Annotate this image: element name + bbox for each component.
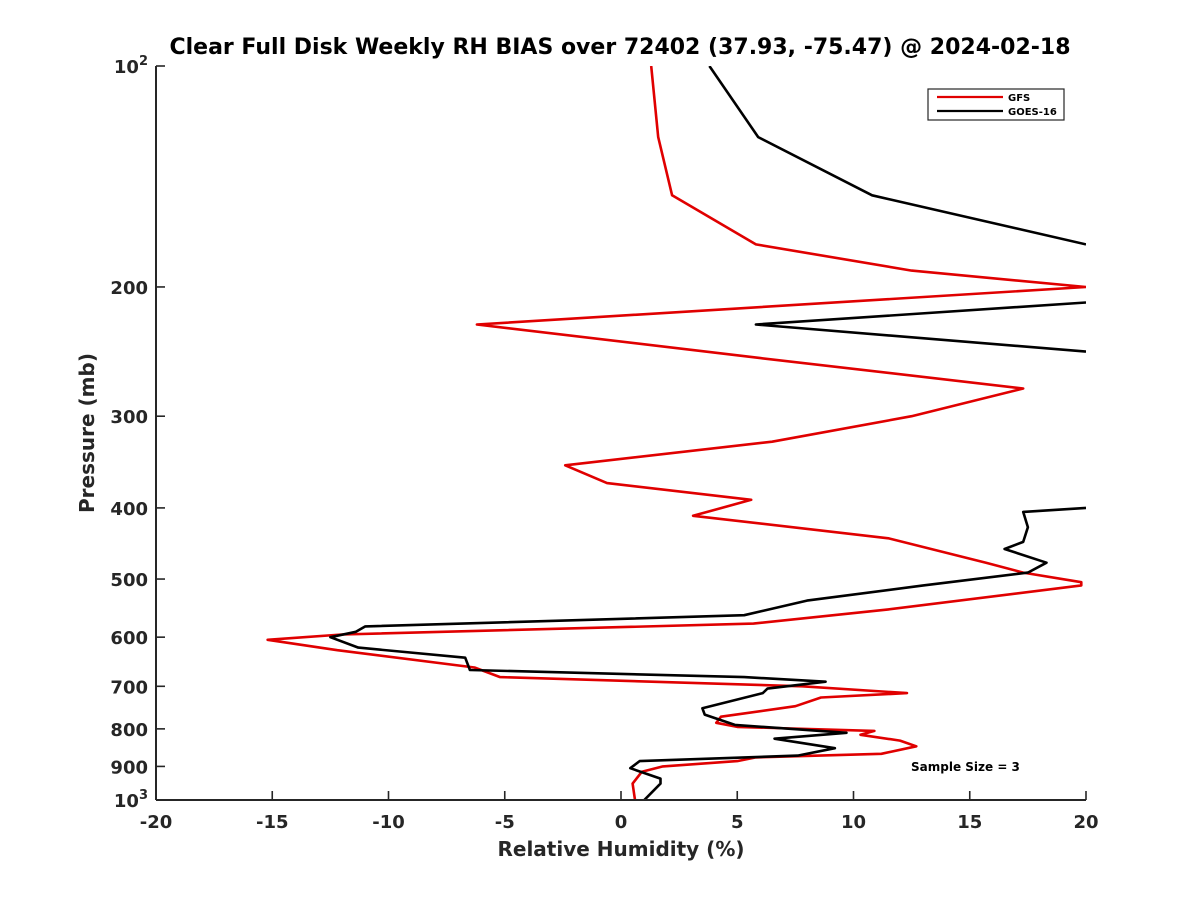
- y-tick-label: 800: [110, 720, 148, 741]
- y-tick-label: 600: [110, 628, 148, 649]
- y-tick-label: 300: [110, 407, 148, 428]
- x-tick-label: -20: [140, 812, 173, 833]
- plot-area: -20 -15 -10 -5 0 5 10 15 20 102 200 300 400 500 600 700…: [110, 54, 1098, 833]
- series-layer: [266, 66, 1086, 800]
- y-tick-label: 500: [110, 570, 148, 591]
- x-tick-label: 0: [615, 812, 628, 833]
- sample-size-annotation: Sample Size = 3: [911, 760, 1020, 774]
- x-tick-label: 10: [841, 812, 866, 833]
- ticks-layer: -20 -15 -10 -5 0 5 10 15 20 102 200 300 400 500 600 700…: [110, 54, 1098, 833]
- x-tick-label: -15: [256, 812, 289, 833]
- y-tick-label: 900: [110, 757, 148, 778]
- legend-label-gfs: GFS: [1008, 93, 1030, 104]
- x-tick-label: -5: [495, 812, 515, 833]
- chart-title: Clear Full Disk Weekly RH BIAS over 7240…: [169, 35, 1070, 60]
- y-tick-label: 200: [110, 278, 148, 299]
- y-axis-label: Pressure (mb): [75, 353, 99, 513]
- legend-label-goes16: GOES-16: [1008, 107, 1057, 118]
- x-tick-label: -10: [372, 812, 405, 833]
- y-tick-label: 400: [110, 499, 148, 520]
- legend-box: [927, 88, 1065, 121]
- x-axis-label: Relative Humidity (%): [497, 837, 744, 861]
- x-tick-label: 15: [957, 812, 982, 833]
- series-line-goes-16: [329, 66, 1086, 800]
- y-tick-label: 102: [114, 54, 148, 78]
- y-tick-label: 103: [114, 788, 148, 812]
- legend: GFS GOES-16: [927, 88, 1065, 121]
- axes-background: [156, 66, 1086, 800]
- x-tick-label: 20: [1073, 812, 1098, 833]
- x-tick-label: 5: [731, 812, 744, 833]
- y-tick-label: 700: [110, 677, 148, 698]
